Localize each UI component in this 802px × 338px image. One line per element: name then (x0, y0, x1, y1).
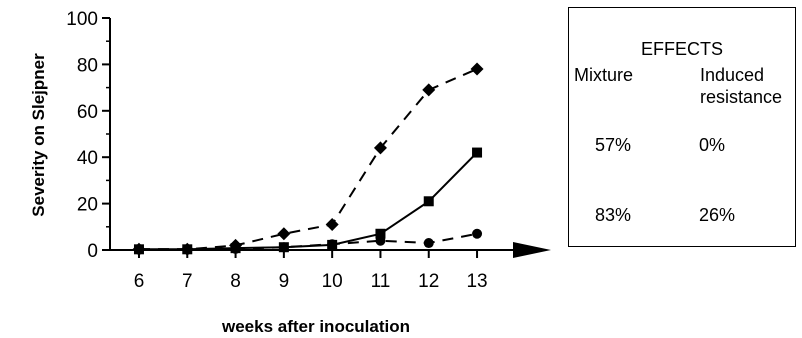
series-circle-point (327, 239, 338, 250)
series-circle-point (278, 242, 289, 253)
y-tick-label: 0 (87, 241, 98, 262)
series-layer (132, 62, 484, 256)
mixture-value-row1: 57% (595, 135, 632, 155)
x-tick-label: 11 (371, 271, 391, 292)
y-axis-title: Severity on Slejpner (29, 53, 48, 217)
series-diamond-line (139, 68, 478, 251)
induced-header-line2: resistance (700, 87, 783, 107)
y-tick-label: 60 (77, 102, 98, 123)
induced-header-line1: Induced (700, 65, 765, 85)
series-circle-point (182, 244, 193, 255)
series-diamond-point (325, 217, 339, 231)
y-tick-label: 40 (77, 148, 98, 169)
series-diamond-point (277, 227, 291, 241)
induced-value-row2: 26% (699, 205, 736, 225)
x-axis-title: weeks after inoculation (221, 317, 410, 336)
series-diamond-point (470, 62, 484, 76)
x-tick-label: 7 (182, 271, 193, 292)
x-tick-label: 12 (418, 271, 439, 292)
y-tick-label: 100 (66, 9, 98, 30)
mixture-value-row2: 83% (595, 205, 632, 225)
series-diamond-point (422, 83, 436, 97)
effects-title: EFFECTS (641, 39, 724, 59)
series-circle-point (133, 244, 144, 255)
x-tick-label: 8 (230, 271, 241, 292)
y-tick-label: 80 (77, 55, 98, 76)
series-circle-point (423, 238, 434, 249)
series-diamond-point (373, 141, 387, 155)
x-tick-label: 10 (322, 271, 343, 292)
y-tick-label: 20 (77, 195, 98, 216)
x-tick-label: 13 (466, 271, 487, 292)
induced-value-row1: 0% (699, 135, 726, 155)
series-square-point (472, 147, 483, 158)
x-axis-arrowhead (513, 242, 551, 258)
series-square-point (375, 228, 386, 239)
series-circle-point (230, 243, 241, 254)
series-square-point (423, 196, 434, 207)
series-circle-point (375, 235, 386, 246)
x-tick-label: 9 (279, 271, 290, 292)
effects-legend-box: EFFECTS Mixture Induced resistance 57% 0… (568, 7, 796, 247)
x-tick-label: 6 (134, 271, 145, 292)
series-square-line (139, 151, 478, 251)
mixture-header: Mixture (574, 65, 634, 85)
series-circle-point (472, 228, 483, 239)
